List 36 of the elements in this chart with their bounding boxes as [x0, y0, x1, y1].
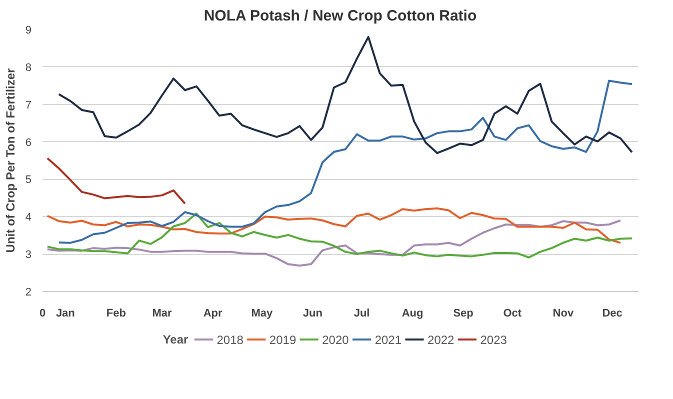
y-tick-label: 6 [25, 136, 32, 149]
legend-label: 2018 [216, 333, 244, 347]
chart-title: NOLA Potash / New Crop Cotton Ratio [204, 8, 477, 24]
x-tick-label: Dec [602, 308, 622, 320]
y-tick-label: 5 [25, 174, 32, 186]
x-tick-label: 0 [39, 308, 46, 320]
x-tick-label: Nov [552, 308, 574, 320]
legend-label: 2022 [428, 333, 455, 347]
x-tick-label: Aug [402, 308, 424, 320]
x-tick-label: Sep [453, 308, 474, 320]
x-tick-label: Feb [106, 308, 126, 320]
legend-label: 2021 [374, 333, 402, 347]
x-tick-label: Oct [503, 308, 522, 320]
x-tick-label: Apr [203, 308, 223, 320]
y-tick-label: 8 [25, 62, 32, 74]
line-series [46, 207, 622, 244]
legend-title: Year [162, 332, 189, 346]
y-tick-label: 2 [25, 286, 32, 298]
x-tick-label: Jan [56, 308, 76, 320]
x-tick-label: Mar [152, 308, 173, 320]
legend-label: 2020 [322, 333, 350, 347]
legend-label: 2023 [480, 333, 508, 347]
x-tick-label: Jun [302, 308, 323, 320]
line-series [58, 36, 633, 154]
legend-label: 2019 [269, 333, 296, 347]
y-axis-title: Unit of Crop Per Ton of Fertilizer [3, 68, 18, 253]
line-series [46, 219, 622, 267]
x-tick-label: May [251, 308, 274, 320]
y-tick-label: 4 [25, 212, 32, 224]
x-tick-label: Jul [354, 308, 370, 320]
y-tick-label: 3 [25, 249, 32, 262]
line-series [58, 80, 633, 244]
y-tick-label: 7 [25, 99, 32, 112]
line-series [46, 212, 633, 258]
y-tick-label: 9 [25, 24, 32, 36]
line-series [46, 157, 186, 205]
